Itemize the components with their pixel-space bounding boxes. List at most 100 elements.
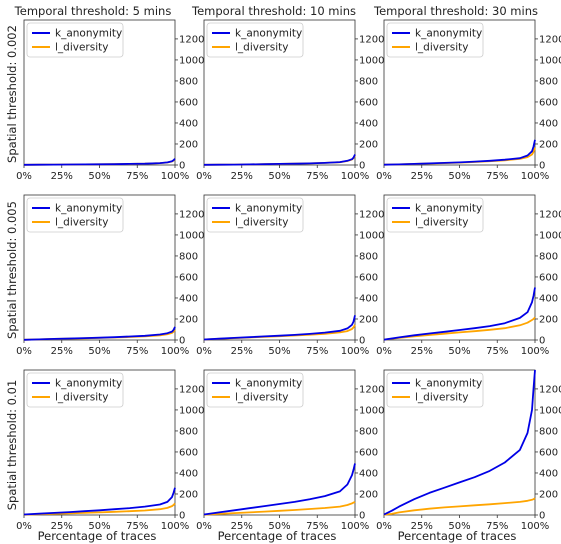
- x-tick-label: 0%: [16, 521, 32, 532]
- x-tick-label: 25%: [411, 171, 433, 182]
- legend-label-l-diversity: l_diversity: [55, 217, 108, 229]
- row-label-0002: Spatial threshold: 0.002: [5, 25, 19, 163]
- panel-3: 0 200 400 600 800 1000 1200 0% 25% 50% 75% 100% k_an…: [376, 19, 561, 182]
- series-line-k-anonymity: [23, 487, 176, 516]
- x-tick-label: 0%: [376, 346, 392, 357]
- legend: k_anonymity l_diversity: [26, 197, 124, 233]
- x-tick-label: 50%: [268, 346, 290, 357]
- x-axis-label-col1: Percentage of traces: [38, 529, 157, 543]
- series-line-k-anonymity: [203, 315, 356, 341]
- x-tick-label: 25%: [231, 171, 253, 182]
- y-tick-label: 600: [359, 97, 378, 108]
- y-tick-label: 1000: [539, 55, 561, 66]
- legend-box: [206, 372, 304, 408]
- x-tick-label: 75%: [486, 521, 508, 532]
- legend-label-k-anonymity: k_anonymity: [415, 28, 482, 40]
- panel-6: 0 200 400 600 800 1000 1200 0% 25% 50% 75% 100% k_an…: [376, 194, 561, 357]
- col-title-30min: Temporal threshold: 30 mins: [373, 4, 538, 18]
- x-tick-label: 50%: [88, 521, 110, 532]
- panel-5: 0 200 400 600 800 1000 1200 0% 25% 50% 75% 100% k_an…: [196, 194, 384, 357]
- x-tick-label: 25%: [411, 346, 433, 357]
- y-tick-label: 400: [539, 118, 558, 129]
- y-tick-label: 0: [539, 161, 545, 172]
- series-line-l-diversity: [203, 501, 356, 516]
- y-tick-label: 1200: [539, 384, 561, 395]
- legend: k_anonymity l_diversity: [386, 372, 484, 408]
- col-title-10min: Temporal threshold: 10 mins: [191, 4, 356, 18]
- y-tick-label: 400: [359, 293, 378, 304]
- x-tick-label: 100%: [341, 346, 370, 357]
- x-tick-label: 100%: [521, 521, 550, 532]
- legend-label-k-anonymity: k_anonymity: [235, 28, 302, 40]
- y-tick-label: 1000: [359, 55, 384, 66]
- y-tick-label: 800: [359, 426, 378, 437]
- x-tick-label: 100%: [521, 346, 550, 357]
- y-tick-label: 400: [179, 468, 198, 479]
- y-tick-label: 200: [359, 314, 378, 325]
- panel-4: 0 200 400 600 800 1000 1200 0% 25% 50% 75% 100% k_an…: [16, 194, 204, 357]
- series-line-k-anonymity: [383, 369, 536, 516]
- legend: k_anonymity l_diversity: [386, 197, 484, 233]
- y-tick-label: 600: [179, 97, 198, 108]
- x-tick-label: 50%: [448, 171, 470, 182]
- legend-label-l-diversity: l_diversity: [235, 42, 288, 54]
- y-tick-label: 0: [359, 336, 365, 347]
- legend-label-k-anonymity: k_anonymity: [55, 203, 122, 215]
- x-tick-label: 0%: [196, 521, 212, 532]
- legend-label-k-anonymity: k_anonymity: [235, 203, 302, 215]
- series-line-l-diversity: [383, 497, 536, 516]
- legend-label-k-anonymity: k_anonymity: [235, 378, 302, 390]
- y-tick-label: 1200: [359, 384, 384, 395]
- series-line-k-anonymity: [23, 158, 176, 166]
- legend-box: [26, 372, 124, 408]
- panel-9: 0 200 400 600 800 1000 1200 0% 25% 50% 75% 100% k_an…: [376, 369, 561, 532]
- x-tick-label: 50%: [268, 171, 290, 182]
- legend: k_anonymity l_diversity: [206, 372, 304, 408]
- series-line-k-anonymity: [203, 463, 356, 516]
- x-tick-label: 0%: [376, 521, 392, 532]
- y-tick-label: 1000: [539, 405, 561, 416]
- x-tick-label: 75%: [486, 346, 508, 357]
- x-axis-label-col3: Percentage of traces: [398, 529, 517, 543]
- y-tick-label: 200: [179, 139, 198, 150]
- x-tick-label: 100%: [341, 521, 370, 532]
- x-tick-label: 75%: [126, 171, 148, 182]
- x-tick-label: 0%: [196, 346, 212, 357]
- x-tick-label: 0%: [196, 171, 212, 182]
- y-tick-label: 1000: [179, 405, 204, 416]
- y-tick-label: 400: [179, 293, 198, 304]
- y-tick-label: 400: [539, 468, 558, 479]
- legend-label-k-anonymity: k_anonymity: [415, 203, 482, 215]
- x-tick-label: 100%: [161, 521, 190, 532]
- x-tick-label: 25%: [51, 346, 73, 357]
- x-tick-label: 75%: [306, 171, 328, 182]
- y-tick-label: 800: [539, 426, 558, 437]
- legend-label-k-anonymity: k_anonymity: [55, 378, 122, 390]
- y-tick-label: 1200: [179, 209, 204, 220]
- y-tick-label: 0: [359, 161, 365, 172]
- x-tick-label: 50%: [88, 346, 110, 357]
- series-line-k-anonymity: [23, 326, 176, 341]
- legend-label-k-anonymity: k_anonymity: [55, 28, 122, 40]
- legend-label-l-diversity: l_diversity: [55, 42, 108, 54]
- series-line-l-diversity: [383, 316, 536, 341]
- legend: k_anonymity l_diversity: [386, 22, 484, 58]
- y-tick-label: 200: [179, 489, 198, 500]
- legend-box: [26, 197, 124, 233]
- panel-7: 0 200 400 600 800 1000 1200 0% 25% 50% 75% 100% k_an…: [16, 369, 204, 532]
- x-tick-label: 75%: [306, 521, 328, 532]
- legend-label-l-diversity: l_diversity: [415, 217, 468, 229]
- y-tick-label: 0: [179, 511, 185, 522]
- x-tick-label: 25%: [51, 171, 73, 182]
- panel-1: 0 200 400 600 800 1000 1200 0% 25% 50% 75% 100% k_an…: [16, 19, 204, 182]
- x-axis-label-col2: Percentage of traces: [218, 529, 337, 543]
- y-tick-label: 400: [179, 118, 198, 129]
- series-line-k-anonymity: [383, 287, 536, 341]
- y-tick-label: 200: [359, 139, 378, 150]
- y-tick-label: 200: [179, 314, 198, 325]
- y-tick-label: 1000: [179, 230, 204, 241]
- legend: k_anonymity l_diversity: [206, 197, 304, 233]
- y-tick-label: 400: [539, 293, 558, 304]
- x-tick-label: 25%: [411, 521, 433, 532]
- y-tick-label: 1200: [359, 209, 384, 220]
